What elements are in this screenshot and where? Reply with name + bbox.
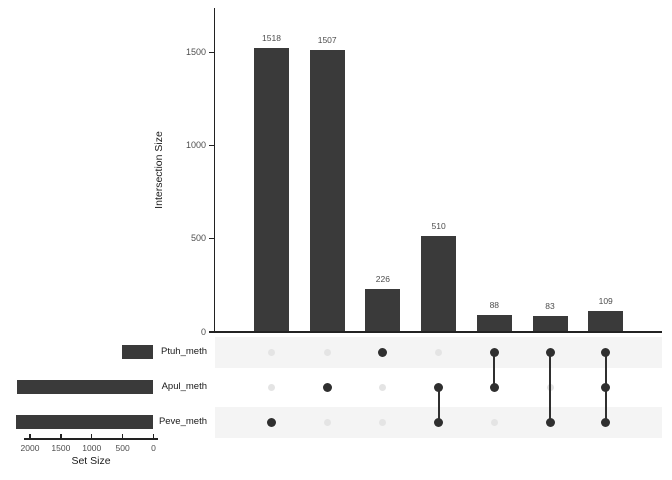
matrix-dot-inactive <box>435 348 443 356</box>
intersection-bar <box>421 235 457 331</box>
matrix-connector-line <box>493 352 496 387</box>
bar-value-label: 1518 <box>262 33 281 44</box>
set-size-bar <box>16 415 154 429</box>
set-size-tick-label: 500 <box>115 442 130 453</box>
bar-value-label: 510 <box>431 221 446 232</box>
set-size-tick <box>91 433 93 438</box>
matrix-dot-inactive <box>379 418 387 426</box>
bar-value-label: 83 <box>545 301 555 312</box>
intersection-bar <box>254 47 289 331</box>
matrix-dot-active <box>434 382 444 392</box>
y-tick-label: 1500 <box>185 46 206 57</box>
bar-value-label: 1507 <box>317 35 337 46</box>
matrix-dot-active <box>489 382 499 392</box>
intersection-bar <box>476 314 512 331</box>
intersection-bar <box>365 288 401 331</box>
set-size-tick-label: 0 <box>151 442 156 453</box>
set-size-tick-label: 2000 <box>20 442 40 453</box>
matrix-dot-active <box>489 347 499 357</box>
matrix-dot-inactive <box>268 348 275 356</box>
set-size-tick <box>152 433 155 438</box>
set-size-tick <box>122 433 124 438</box>
matrix-dot-inactive <box>268 383 275 391</box>
set-label: Apul_meth <box>161 381 207 392</box>
set-size-bar <box>122 345 154 359</box>
set-size-tick <box>60 433 62 438</box>
set-size-bar <box>16 380 154 394</box>
y-tick <box>209 331 215 333</box>
matrix-dot-active <box>601 382 611 392</box>
set-size-axis-title: Set Size <box>71 455 111 467</box>
intersection-bar <box>588 310 624 331</box>
y-tick <box>209 238 215 240</box>
matrix-dot-active <box>601 347 611 357</box>
y-tick-label: 500 <box>190 233 206 244</box>
matrix-dot-active <box>434 417 444 427</box>
set-size-tick-label: 1000 <box>82 442 102 453</box>
set-size-tick <box>29 433 31 438</box>
matrix-dot-inactive <box>379 383 387 391</box>
y-tick <box>209 144 215 147</box>
set-label: Peve_meth <box>158 416 207 427</box>
intersection-bar <box>532 315 568 331</box>
matrix-dot-active <box>601 417 611 427</box>
bar-value-label: 88 <box>489 300 500 311</box>
matrix-dot-active <box>322 382 332 392</box>
matrix-dot-inactive <box>323 418 331 426</box>
bar-value-label: 226 <box>375 274 390 285</box>
matrix-connector-line <box>437 387 440 422</box>
bar-value-label: 109 <box>598 296 613 307</box>
matrix-dot-active <box>267 417 276 427</box>
set-label: Ptuh_meth <box>161 346 207 357</box>
x-axis-line <box>214 330 662 334</box>
set-size-tick-label: 1500 <box>51 442 71 453</box>
matrix-dot-active <box>545 347 555 357</box>
y-tick <box>209 51 215 53</box>
matrix-dot-active <box>378 347 388 357</box>
y-tick-label: 0 <box>200 326 206 337</box>
y-tick-label: 1000 <box>185 140 206 151</box>
matrix-dot-inactive <box>323 348 331 356</box>
set-size-axis-line <box>24 438 158 440</box>
y-axis-line <box>214 8 216 332</box>
matrix-dot-active <box>545 417 555 427</box>
intersection-bar <box>309 49 345 331</box>
matrix-connector-line <box>549 352 551 422</box>
matrix-dot-inactive <box>490 418 498 426</box>
